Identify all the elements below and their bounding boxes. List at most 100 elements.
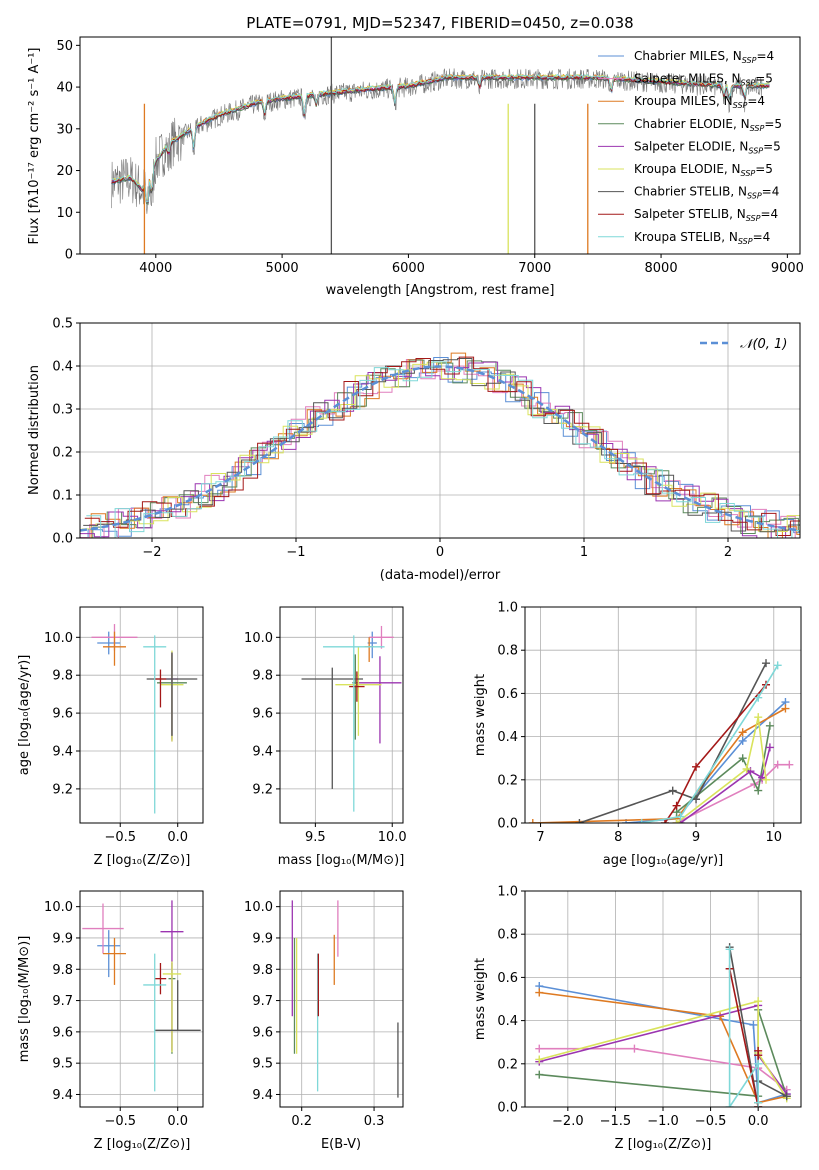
y-tick-label: 30	[56, 122, 73, 137]
plus-marker	[692, 762, 701, 771]
plus-marker	[660, 819, 669, 823]
mass-vs-metallicity-ylabel: mass [log₁₀(M/M⊙)]	[17, 936, 32, 1063]
y-tick-label: 9.8	[252, 669, 273, 684]
y-tick-label: 9.9	[252, 931, 273, 946]
age-vs-metallicity-panel: −0.5 0.09.29.49.69.810.0 Z [log₁₀(Z/Z⊙)] …	[17, 606, 204, 868]
residual-histogram-kroupa-elodie	[81, 361, 800, 532]
plus-marker	[738, 728, 747, 737]
spectrum-axes-frame	[79, 36, 801, 255]
y-tick-label: 0.0	[52, 532, 73, 547]
x-tick-label: 4000	[139, 261, 172, 276]
plus-marker	[754, 1059, 763, 1068]
mass-vs-extinction-panel: 0.2 0.3 9.4 9.5 9.6 9.7 9.8 9.9 10.0 E(B-V)	[244, 890, 404, 1152]
x-tick-label: −1	[286, 545, 305, 560]
y-tick-label: 0.5	[52, 317, 73, 332]
y-tick-label: 9.8	[52, 669, 73, 684]
x-tick-label: −2	[142, 545, 161, 560]
y-tick-label: 9.2	[252, 782, 273, 797]
plot-area	[80, 352, 800, 538]
y-tick-label: 0.1	[52, 489, 73, 504]
y-tick-label: 10.0	[244, 631, 273, 646]
mass-vs-metallicity-xlabel: Z [log₁₀(Z/Z⊙)]	[94, 1137, 191, 1152]
y-tick-label: 20	[56, 164, 73, 179]
legend-label: Kroupa MILES, NSSP=4	[634, 94, 765, 110]
plus-marker	[762, 775, 771, 784]
x-tick-label: 1	[580, 545, 588, 560]
x-tick-label: −2.0	[552, 1114, 584, 1129]
x-tick-label: 9000	[771, 261, 804, 276]
spectrum-ylabel: Flux [fλ10⁻¹⁷ erg cm⁻² s⁻¹ A⁻¹]	[27, 48, 42, 245]
x-tick-label: 0.3	[364, 1114, 385, 1129]
mass-vs-metallicity-panel: −0.5 0.0 9.4 9.5 9.6 9.7 9.8 9.9 10.0 Z [log₁₀(Z…	[17, 890, 204, 1152]
weight-line-kroupa-elodie	[539, 1000, 788, 1099]
weight-vs-metallicity-panel: −2.0 −1.5 −1.0 −0.5 0.0 0.0 0.2 0.4 0.6 0.8 1.0 Z …	[473, 885, 802, 1152]
residual-histogram-chabrier-stelib	[83, 358, 800, 533]
plot-area	[82, 900, 201, 1092]
y-tick-label: 9.7	[252, 994, 273, 1009]
y-tick-label: 0.6	[497, 687, 518, 702]
x-tick-label: −1.0	[647, 1114, 679, 1129]
plus-marker	[773, 661, 782, 670]
plus-marker	[754, 997, 763, 1006]
plus-marker	[782, 1092, 791, 1101]
y-tick-label: 10.0	[44, 900, 73, 915]
weight-line-kroupa-elodie	[676, 717, 767, 823]
plus-marker	[749, 1020, 758, 1029]
residual-histogram-salpeter-stelib	[84, 356, 800, 536]
x-tick-label: 0	[436, 545, 444, 560]
y-tick-label: 10	[56, 206, 73, 221]
spectrum-panel: PLATE=0791, MJD=52347, FIBERID=0450, z=0…	[27, 14, 804, 298]
age-vs-metallicity-ylabel: age [log₁₀(age/yr)]	[17, 655, 32, 776]
legend-label: Salpeter STELIB, NSSP=4	[634, 207, 778, 223]
weight-vs-age-frame	[524, 606, 802, 824]
plus-marker	[535, 1055, 544, 1064]
weight-vs-metallicity-xlabel: Z [log₁₀(Z/Z⊙)]	[615, 1137, 712, 1152]
age-vs-mass-panel: 9.5 10.0 9.2 9.4 9.6 9.8 10.0 mass [log₁₀(M/M⊙…	[244, 606, 407, 868]
plus-marker	[754, 786, 763, 795]
y-tick-label: 0.6	[497, 971, 518, 986]
x-tick-label: 8	[614, 830, 622, 845]
weight-vs-age-xlabel: age [log₁₀(age/yr)]	[603, 853, 724, 868]
x-tick-label: 0.0	[167, 830, 188, 845]
plus-marker	[535, 988, 544, 997]
plus-marker	[785, 760, 794, 769]
mass-vs-metallicity-frame	[79, 890, 204, 1108]
plot-area	[301, 625, 402, 812]
plus-marker	[535, 1044, 544, 1053]
plus-marker	[575, 819, 584, 823]
weight-vs-metallicity-frame	[524, 890, 802, 1108]
y-tick-label: 9.8	[252, 963, 273, 978]
residual-legend: 𝒩(0, 1)	[700, 337, 787, 352]
plus-marker	[725, 945, 734, 954]
age-vs-mass-frame	[279, 606, 404, 824]
residual-xlabel: (data-model)/error	[380, 568, 501, 583]
spectrum-title: PLATE=0791, MJD=52347, FIBERID=0450, z=0…	[246, 14, 633, 32]
plus-marker	[754, 1051, 763, 1060]
legend-label: Chabrier MILES, NSSP=4	[634, 49, 774, 65]
y-tick-label: 0.4	[497, 1014, 518, 1029]
y-tick-label: 9.5	[52, 1057, 73, 1072]
plus-marker	[754, 713, 763, 722]
plus-marker	[762, 659, 771, 668]
weight-vs-metallicity-ylabel: mass weight	[473, 958, 488, 1040]
plot-area	[291, 900, 399, 1098]
y-tick-label: 10.0	[44, 631, 73, 646]
y-tick-label: 0.2	[497, 773, 518, 788]
gaussian-legend-label: 𝒩(0, 1)	[740, 337, 787, 352]
plus-marker	[637, 819, 646, 823]
y-tick-label: 0.2	[52, 446, 73, 461]
age-vs-metallicity-xlabel: Z [log₁₀(Z/Z⊙)]	[94, 853, 191, 868]
model-spectrum-kroupa-stelib	[111, 73, 770, 203]
x-tick-label: −0.5	[695, 1114, 727, 1129]
legend-label: Kroupa ELODIE, NSSP=5	[634, 162, 773, 178]
plus-marker	[528, 819, 537, 823]
x-tick-label: 10.0	[378, 830, 407, 845]
x-tick-label: 9.5	[305, 830, 326, 845]
plus-marker	[773, 760, 782, 769]
plus-marker	[754, 693, 763, 702]
plus-marker	[754, 1098, 763, 1107]
legend-label: Salpeter ELODIE, NSSP=5	[634, 139, 781, 155]
plot-area	[91, 624, 198, 814]
x-tick-label: −1.5	[600, 1114, 632, 1129]
